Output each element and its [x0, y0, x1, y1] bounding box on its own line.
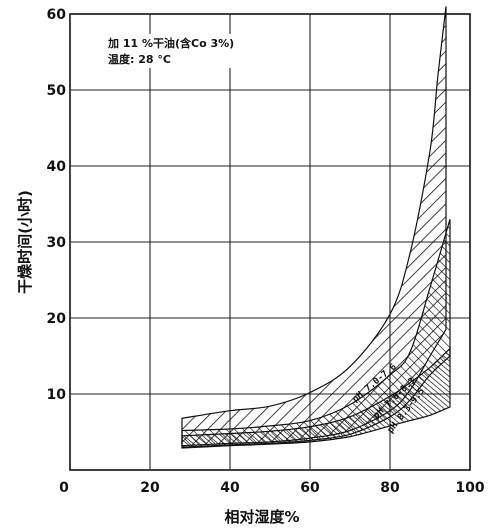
x-tick-label: 20 [140, 480, 160, 496]
band-3 [181, 346, 451, 449]
y-tick-label: 60 [47, 7, 67, 23]
x-tick-label: 0 [59, 480, 69, 496]
x-axis-ticks: 0 20 40 60 80 100 [59, 480, 485, 496]
y-tick-label: 40 [47, 159, 67, 175]
y-axis-label: 干燥时间(小时) [16, 190, 34, 294]
y-axis-ticks: 10 20 30 40 50 60 [47, 7, 67, 403]
x-axis-label: 相对湿度% [224, 508, 299, 526]
y-tick-label: 10 [47, 387, 67, 403]
annotation-box-bg [104, 34, 280, 68]
annotation-temperature: 温度: 28 °C [108, 52, 171, 66]
y-tick-label: 20 [47, 311, 67, 327]
x-tick-label: 80 [380, 480, 400, 496]
y-tick-label: 50 [47, 83, 67, 99]
x-tick-label: 60 [300, 480, 320, 496]
x-tick-label: 40 [220, 480, 240, 496]
x-tick-label: 100 [455, 480, 484, 496]
data-bands: pH 7.0-7.6pH 7.6-8.3pH 8.3-9.5 [181, 6, 451, 449]
y-tick-label: 30 [47, 235, 67, 251]
annotation-composition: 加 11 %干油(含Co 3%) [107, 36, 234, 50]
